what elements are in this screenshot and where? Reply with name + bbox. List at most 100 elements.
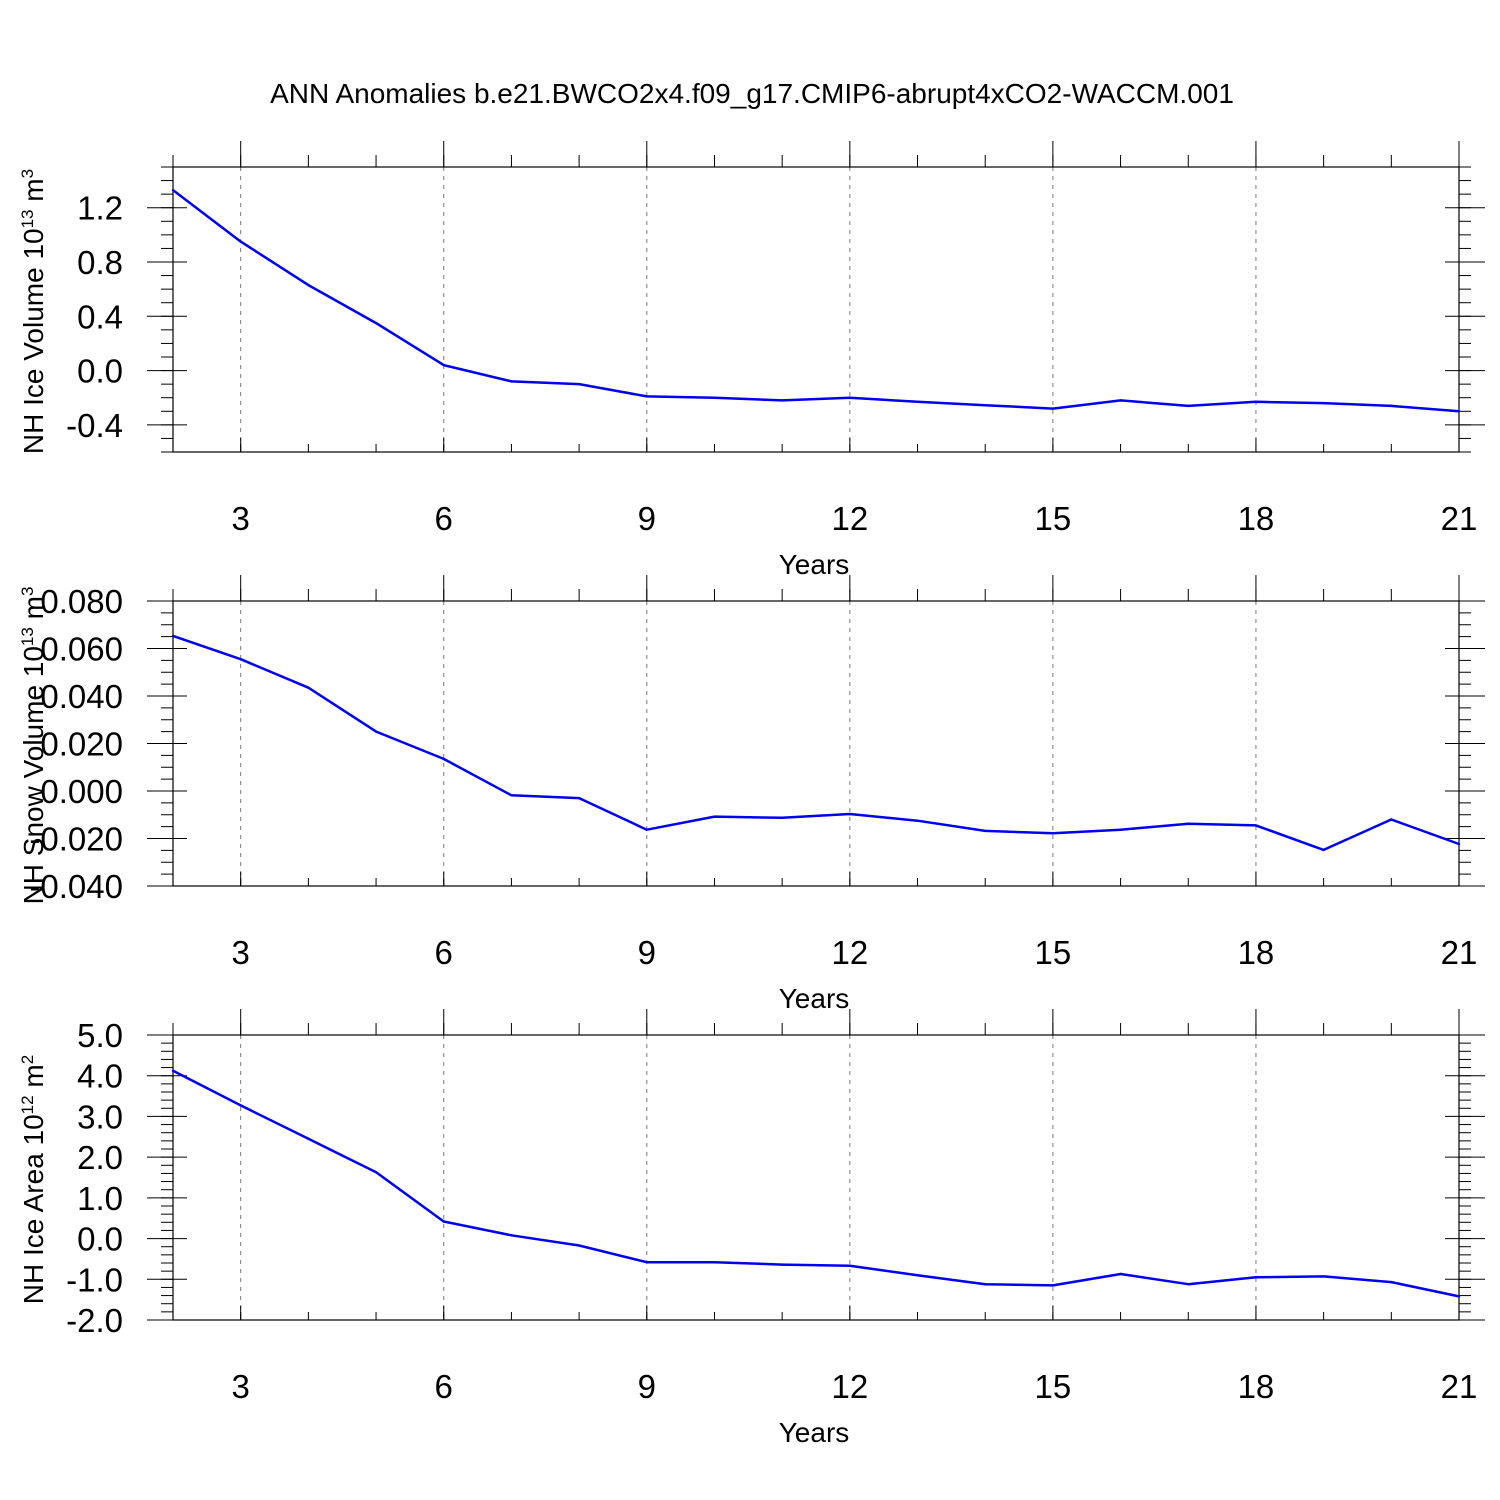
y-tick-label: -0.4 xyxy=(66,407,123,444)
x-tick-label: 9 xyxy=(638,500,656,537)
data-point xyxy=(577,1244,581,1247)
data-point xyxy=(442,757,445,761)
y-tick-label: 0.0 xyxy=(77,353,123,390)
data-point xyxy=(307,1137,310,1141)
y-axis-title: NH Snow Volume 1013 m3 xyxy=(18,587,49,905)
x-tick-label: 12 xyxy=(831,500,868,537)
data-point xyxy=(645,395,648,398)
series-line xyxy=(172,1069,1460,1298)
data-point xyxy=(374,730,378,733)
data-point xyxy=(1051,407,1055,410)
x-tick-label: 12 xyxy=(831,1368,868,1405)
data-point xyxy=(713,1260,716,1264)
y-tick-label: -0.040 xyxy=(29,868,123,905)
chart-panel-3: 3 6 9 12 15 18 21 -2.0 -1.00.0 1.0 2.0 3.04.0 5.0 Yea… xyxy=(18,1009,1485,1448)
y-axis-title-part: 2 xyxy=(18,1055,37,1064)
data-point xyxy=(780,816,784,820)
data-point xyxy=(1254,824,1258,827)
data-point xyxy=(171,188,175,192)
y-axis-title: NH Ice Volume 1013 m3 xyxy=(18,169,49,454)
panels: 3 6 9 12 15 18 21 -0.4 0.0 0.4 0.8 1.2 Years NH Ice V… xyxy=(18,141,1485,1448)
data-point xyxy=(307,686,310,689)
x-tick-label: 9 xyxy=(638,934,656,971)
data-point xyxy=(1322,848,1325,852)
data-point xyxy=(374,1171,378,1174)
data-point xyxy=(239,1104,242,1107)
x-tick-label: 18 xyxy=(1238,500,1275,537)
data-point xyxy=(713,396,716,399)
data-point xyxy=(645,828,648,831)
y-tick-label: 0.080 xyxy=(40,583,123,620)
y-axis-title-part: m xyxy=(18,596,49,627)
data-point xyxy=(577,382,581,386)
x-tick-label: 15 xyxy=(1035,934,1072,971)
x-tick-label: 21 xyxy=(1441,500,1478,537)
y-tick-label: 0.060 xyxy=(40,631,123,668)
data-point xyxy=(645,1260,648,1264)
data-point xyxy=(984,403,987,407)
series-line xyxy=(172,189,1460,413)
chart-panel-1: 3 6 9 12 15 18 21 -0.4 0.0 0.4 0.8 1.2 Years NH Ice V… xyxy=(18,141,1485,580)
y-tick-label: -1.0 xyxy=(66,1261,123,1298)
data-point xyxy=(984,1282,987,1286)
data-point xyxy=(848,396,852,399)
data-point xyxy=(1390,1280,1393,1284)
y-tick-label: 0.000 xyxy=(40,773,123,810)
plot-frame xyxy=(172,1034,1460,1321)
y-tick-label: -2.0 xyxy=(66,1302,123,1339)
x-axis-title: Years xyxy=(779,549,850,580)
y-axis-title-part: NH Ice Volume 10 xyxy=(18,228,49,454)
data-point xyxy=(780,1263,784,1266)
data-point xyxy=(1254,1276,1258,1279)
data-point xyxy=(1051,832,1055,835)
data-point xyxy=(442,1220,445,1223)
series-line xyxy=(172,634,1460,852)
y-tick-label: 2.0 xyxy=(77,1139,123,1176)
data-point xyxy=(984,829,987,833)
y-axis-title: NH Ice Area 1012 m2 xyxy=(18,1055,49,1304)
x-tick-label: 6 xyxy=(435,500,453,537)
x-tick-label: 3 xyxy=(232,1368,250,1405)
x-tick-label: 9 xyxy=(638,1368,656,1405)
y-tick-label: 0.020 xyxy=(40,726,123,763)
data-point xyxy=(780,399,784,402)
x-tick-label: 15 xyxy=(1035,500,1072,537)
data-point xyxy=(916,819,919,822)
figure-title: ANN Anomalies b.e21.BWCO2x4.f09_g17.CMIP… xyxy=(270,78,1234,109)
data-point xyxy=(848,1264,852,1268)
data-point xyxy=(442,363,445,367)
y-axis-title-part: m xyxy=(18,178,49,209)
y-tick-label: 4.0 xyxy=(77,1058,123,1095)
y-tick-label: 0.0 xyxy=(77,1221,123,1258)
y-tick-label: 0.8 xyxy=(77,244,123,281)
data-point xyxy=(171,1069,175,1073)
data-point xyxy=(1457,842,1461,846)
y-axis-title-part: m xyxy=(18,1064,49,1095)
data-point xyxy=(848,812,852,816)
data-point xyxy=(374,321,378,325)
y-axis-title-part: 12 xyxy=(18,1095,37,1114)
plot-frame xyxy=(172,600,1460,887)
data-point xyxy=(916,400,919,403)
data-point xyxy=(307,283,310,287)
chart-panel-2: 3 6 9 12 15 18 21 -0.040 -0.020 0.000 0.020 0.040 0.… xyxy=(18,575,1485,1014)
data-point xyxy=(713,815,716,818)
y-axis-title-part: 13 xyxy=(18,209,37,228)
y-axis-title-part: NH Ice Area 10 xyxy=(18,1114,49,1304)
x-tick-label: 6 xyxy=(435,1368,453,1405)
data-point xyxy=(1119,828,1122,831)
x-axis-title: Years xyxy=(779,983,850,1014)
data-point xyxy=(1457,410,1461,413)
data-point xyxy=(1119,399,1122,402)
x-tick-label: 21 xyxy=(1441,1368,1478,1405)
data-point xyxy=(239,240,242,243)
y-axis-title-part: 3 xyxy=(18,169,37,178)
x-tick-label: 15 xyxy=(1035,1368,1072,1405)
data-point xyxy=(1254,400,1258,403)
x-tick-label: 12 xyxy=(831,934,868,971)
x-tick-label: 6 xyxy=(435,934,453,971)
y-tick-label: 3.0 xyxy=(77,1098,123,1135)
data-point xyxy=(916,1274,919,1277)
y-tick-label: -0.020 xyxy=(29,821,123,858)
